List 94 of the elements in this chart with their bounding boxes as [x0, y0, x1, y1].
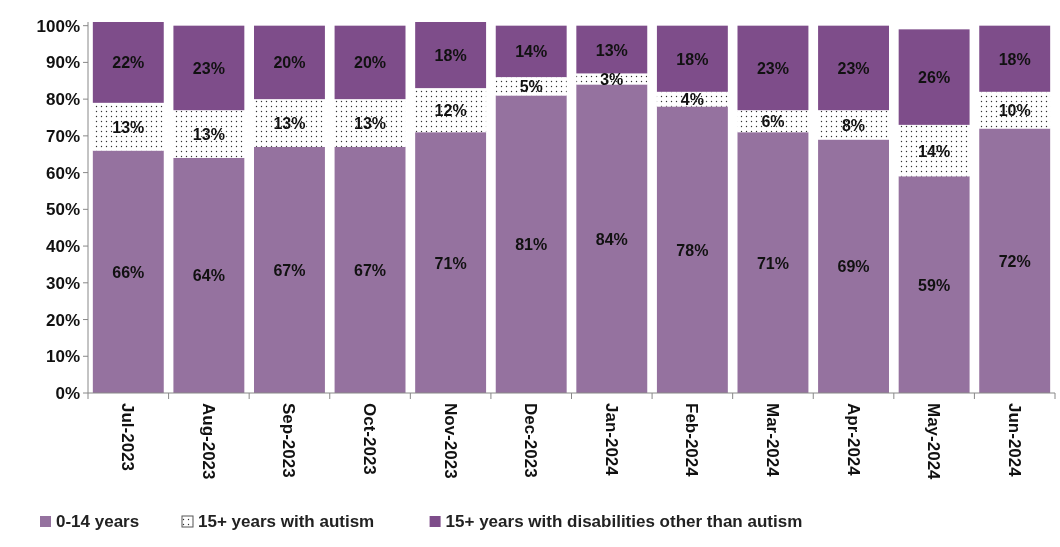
- bar: [92, 150, 164, 393]
- data-label: 10%: [998, 102, 1031, 120]
- data-label: 20%: [273, 54, 306, 72]
- bar: [979, 91, 1051, 129]
- data-label: 13%: [112, 118, 145, 136]
- legend-label: 15+ years with disabilities other than autism: [445, 512, 803, 531]
- y-tick-label: 70%: [45, 126, 80, 146]
- y-tick-label: 100%: [36, 16, 80, 36]
- bar: [979, 25, 1051, 92]
- data-label: 67%: [273, 261, 306, 279]
- bar: [818, 139, 889, 393]
- y-tick-label: 10%: [45, 347, 80, 367]
- bar: [979, 128, 1051, 393]
- x-tick-label: Sep-2023: [279, 403, 299, 478]
- bar: [173, 25, 245, 111]
- x-tick-label: Mar-2024: [762, 403, 782, 478]
- data-label: 5%: [519, 78, 543, 96]
- data-label: 23%: [837, 59, 870, 77]
- y-tick-label: 50%: [45, 200, 80, 220]
- x-tick-label: Jul-2023: [118, 403, 138, 472]
- y-tick-label: 0%: [55, 384, 80, 403]
- data-label: 18%: [434, 47, 467, 65]
- data-label: 13%: [192, 126, 225, 144]
- data-label: 26%: [918, 69, 951, 87]
- data-label: 78%: [676, 241, 709, 259]
- data-label: 18%: [998, 50, 1031, 68]
- bar: [334, 146, 406, 393]
- data-label: 23%: [192, 59, 225, 77]
- data-label: 13%: [273, 115, 306, 133]
- y-tick-label: 30%: [45, 273, 80, 293]
- data-label: 71%: [434, 254, 467, 272]
- data-label: 18%: [676, 50, 709, 68]
- y-tick-label: 40%: [45, 237, 80, 257]
- data-label: 69%: [837, 258, 870, 276]
- data-label: 12%: [434, 102, 467, 120]
- legend-label: 0-14 years: [56, 512, 140, 531]
- bar: [898, 176, 970, 393]
- data-label: 6%: [761, 113, 785, 131]
- bar: [415, 22, 487, 89]
- bar: [818, 110, 889, 140]
- x-tick-label: Nov-2023: [440, 403, 460, 479]
- bar: [737, 132, 809, 393]
- data-label: 8%: [841, 116, 866, 134]
- data-label: 20%: [354, 54, 387, 72]
- data-label: 14%: [515, 43, 548, 61]
- bar: [415, 88, 487, 133]
- data-label: 23%: [756, 59, 789, 77]
- data-label: 22%: [112, 54, 145, 72]
- x-tick-label: Oct-2023: [360, 403, 380, 475]
- bar: [334, 99, 406, 147]
- bar: [656, 106, 728, 393]
- bar: [898, 124, 970, 177]
- y-tick-label: 80%: [45, 90, 80, 110]
- data-label: 72%: [998, 252, 1031, 270]
- data-label: 81%: [515, 236, 548, 254]
- bar: [173, 157, 245, 393]
- bar: [495, 25, 567, 78]
- data-label: 66%: [112, 263, 145, 281]
- x-tick-label: Dec-2023: [521, 403, 541, 478]
- bar: [656, 25, 728, 92]
- x-tick-label: Aug-2023: [198, 403, 218, 480]
- data-label: 4%: [680, 91, 704, 109]
- y-tick-label: 60%: [45, 163, 80, 183]
- data-label: 3%: [600, 70, 624, 88]
- data-label: 59%: [918, 276, 951, 294]
- bar: [415, 132, 487, 393]
- data-label: 13%: [354, 115, 387, 133]
- bar: [173, 110, 245, 158]
- bar: [495, 95, 567, 393]
- bar: [576, 84, 648, 393]
- data-label: 14%: [918, 142, 951, 160]
- y-tick-label: 90%: [45, 53, 80, 73]
- bar: [254, 99, 325, 147]
- x-tick-label: Jun-2024: [1004, 403, 1024, 478]
- bar: [254, 25, 325, 100]
- x-tick-label: Jan-2024: [601, 403, 621, 477]
- bar: [92, 22, 164, 103]
- data-label: 67%: [354, 261, 387, 279]
- x-tick-label: Feb-2024: [682, 403, 702, 478]
- bar: [737, 25, 809, 111]
- data-label: 84%: [595, 230, 628, 248]
- bar: [818, 25, 889, 111]
- y-tick-label: 20%: [45, 310, 80, 330]
- bar: [576, 25, 648, 74]
- x-tick-label: Apr-2024: [843, 403, 863, 477]
- bar: [92, 102, 164, 151]
- bar: [334, 25, 406, 100]
- legend-label: 15+ years with autism: [198, 512, 375, 531]
- data-label: 13%: [595, 41, 628, 59]
- bar: [254, 146, 325, 393]
- data-label: 71%: [756, 254, 789, 272]
- bar: [898, 29, 970, 125]
- x-tick-label: May-2024: [924, 403, 944, 481]
- data-label: 64%: [192, 267, 225, 285]
